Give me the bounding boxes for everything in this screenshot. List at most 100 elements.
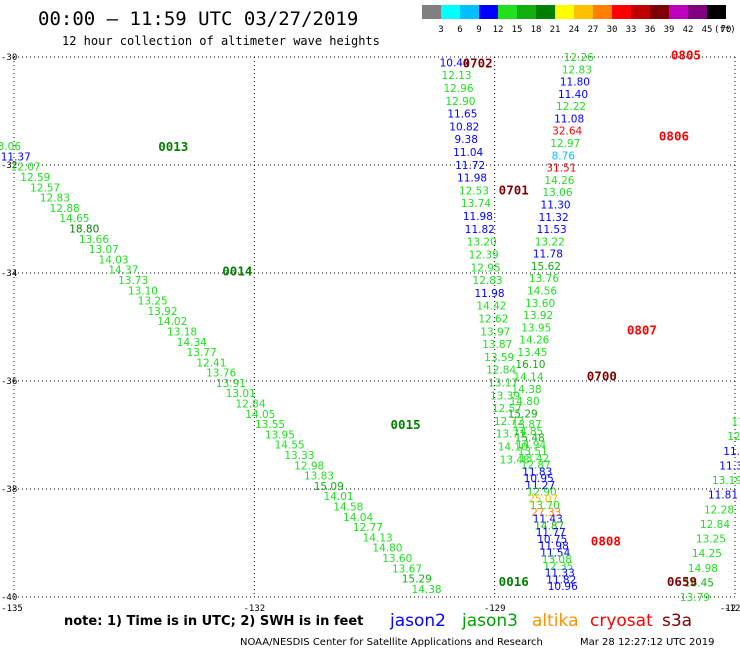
wave-height-value: 12.59: [20, 172, 50, 184]
wave-height-value: 13.95: [521, 322, 551, 334]
satellite-legend-jason3: jason3: [461, 611, 518, 631]
lat-tick-label: -32: [1, 161, 17, 171]
wave-height-value: 11.82: [465, 224, 495, 236]
legend-tick-label: 39: [664, 25, 675, 35]
longitude-tick-labels: -135 -132 -129 -126-12: [1, 604, 740, 614]
wave-height-value: 13.71: [496, 429, 526, 441]
wave-height-value: 13.60: [525, 298, 555, 310]
wave-height-value: 15.29: [508, 408, 538, 420]
legend-swatch: [574, 5, 593, 19]
wave-height-value: 14.01: [324, 491, 354, 503]
wave-height-value: 13.20: [467, 237, 497, 249]
wave-height-value: 11.82: [546, 574, 576, 586]
wave-height-value: 11.80: [560, 77, 590, 89]
legend-tick-label: 24: [569, 25, 580, 35]
footer-credit: NOAA/NESDIS Center for Satellite Applica…: [240, 637, 543, 648]
wave-height-value: 9.38: [455, 134, 478, 146]
wave-height-value: 11.98: [539, 541, 569, 553]
wave-height-value: 10.96: [548, 581, 578, 593]
wave-height-value: 12.84: [235, 399, 265, 411]
lon-tick-label: -126: [724, 604, 740, 614]
pass-time-label: 0700: [587, 369, 617, 384]
pass-time-label: 0807: [627, 323, 657, 338]
wave-height-value: 10.82: [449, 121, 479, 133]
legend-swatch: [460, 5, 479, 19]
wave-height-value: 11.04: [453, 147, 483, 159]
legend-swatch: [422, 5, 441, 19]
wave-height-value: 13.48: [500, 454, 530, 466]
wave-height-value: 13.97: [480, 326, 510, 338]
latitude-tick-labels: -30 -32 -34 -36 -38 -40: [1, 53, 17, 603]
color-scale-legend: [422, 5, 726, 19]
wave-height-value: 12.95: [471, 262, 501, 274]
legend-tick-label: 15: [512, 25, 523, 35]
lat-tick-label: -40: [1, 593, 17, 603]
wave-height-value: 12.90: [527, 487, 557, 499]
wave-height-value: 10.44: [440, 57, 470, 69]
wave-height-value: 11.30: [541, 199, 571, 211]
wave-height-value: 12.35: [543, 561, 573, 573]
wave-height-value: 12.53: [459, 185, 489, 197]
lat-lon-grid: [13, 56, 736, 598]
wave-height-value: 11.53: [537, 224, 567, 236]
wave-height-value: 13.87: [482, 339, 512, 351]
wave-height-value: 12.88: [50, 203, 80, 215]
legend-tick-label: 36: [645, 25, 656, 35]
legend-tick-label: 33: [626, 25, 637, 35]
wave-height-value: 13.83: [304, 471, 334, 483]
wave-height-value: 13.60: [382, 553, 412, 565]
legend-swatch: [707, 5, 726, 19]
footer-note: note: 1) Time is in UTC; 2) SWH is in fe…: [64, 614, 363, 629]
wave-height-value: 13.19: [712, 475, 740, 487]
legend-swatch: [517, 5, 536, 19]
wave-height-value: 12.57: [492, 403, 522, 415]
wave-height-value: 14.02: [157, 316, 187, 328]
wave-height-value: 13.42: [519, 453, 549, 465]
pass-time-label: 0013: [158, 139, 188, 154]
wave-height-value: 14.87: [534, 520, 564, 532]
wave-height-value: 11.3: [719, 460, 740, 472]
wave-height-value: 13.66: [79, 234, 109, 246]
wave-height-value: 13.45: [517, 347, 547, 359]
track-jason3: 13.0611.3712.0712.5912.5712.8312.8814.65…: [0, 141, 442, 596]
wave-height-value: 12.39: [469, 249, 499, 261]
legend-swatch: [669, 5, 688, 19]
lat-tick-label: -38: [1, 485, 17, 495]
legend-tick-label: 42: [683, 25, 694, 35]
wave-height-value: 14.37: [108, 265, 138, 277]
wave-height-value: 13.33: [284, 450, 314, 462]
wave-height-value: 12.62: [478, 313, 508, 325]
wave-height-value: 13.77: [187, 347, 217, 359]
wave-height-value: 12.97: [550, 138, 580, 150]
legend-tick-label: 12: [493, 25, 504, 35]
wave-height-value: 13.67: [392, 563, 422, 575]
wave-height-value: 13.70: [530, 500, 560, 512]
satellite-legend-jason2: jason2: [389, 611, 446, 631]
wave-height-value: 15.48: [515, 433, 545, 445]
wave-height-value: 13.01: [226, 388, 256, 400]
wave-height-value: 14.38: [412, 584, 442, 596]
wave-height-value: 11.33: [545, 568, 575, 580]
wave-height-value: 13.25: [138, 296, 168, 308]
wave-height-value: 13.06: [0, 141, 21, 153]
legend-tick-label: 70: [721, 25, 732, 35]
wave-height-value: 12.22: [556, 101, 586, 113]
legend-swatch: [612, 5, 631, 19]
wave-height-value: 12.84: [486, 365, 516, 377]
wave-height-value: 14.55: [275, 440, 305, 452]
legend-swatch: [593, 5, 612, 19]
wave-height-value: 14.26: [544, 175, 574, 187]
wave-height-value: 10.75: [537, 534, 567, 546]
legend-swatch: [688, 5, 707, 19]
legend-swatch: [441, 5, 460, 19]
satellite-legend: jason2 jason3 altika cryosat s3a: [389, 611, 692, 631]
legend-tick-label: 18: [531, 25, 542, 35]
wave-height-value: 13.51: [518, 446, 548, 458]
pass-time-label: 0014: [222, 263, 252, 278]
lon-tick-label: -12: [720, 604, 736, 614]
legend-tick-label: 3: [438, 25, 443, 35]
wave-height-value: 27.33: [531, 507, 561, 519]
wave-height-value: 15.62: [531, 261, 561, 273]
wave-height-value: 12.72: [494, 416, 524, 428]
